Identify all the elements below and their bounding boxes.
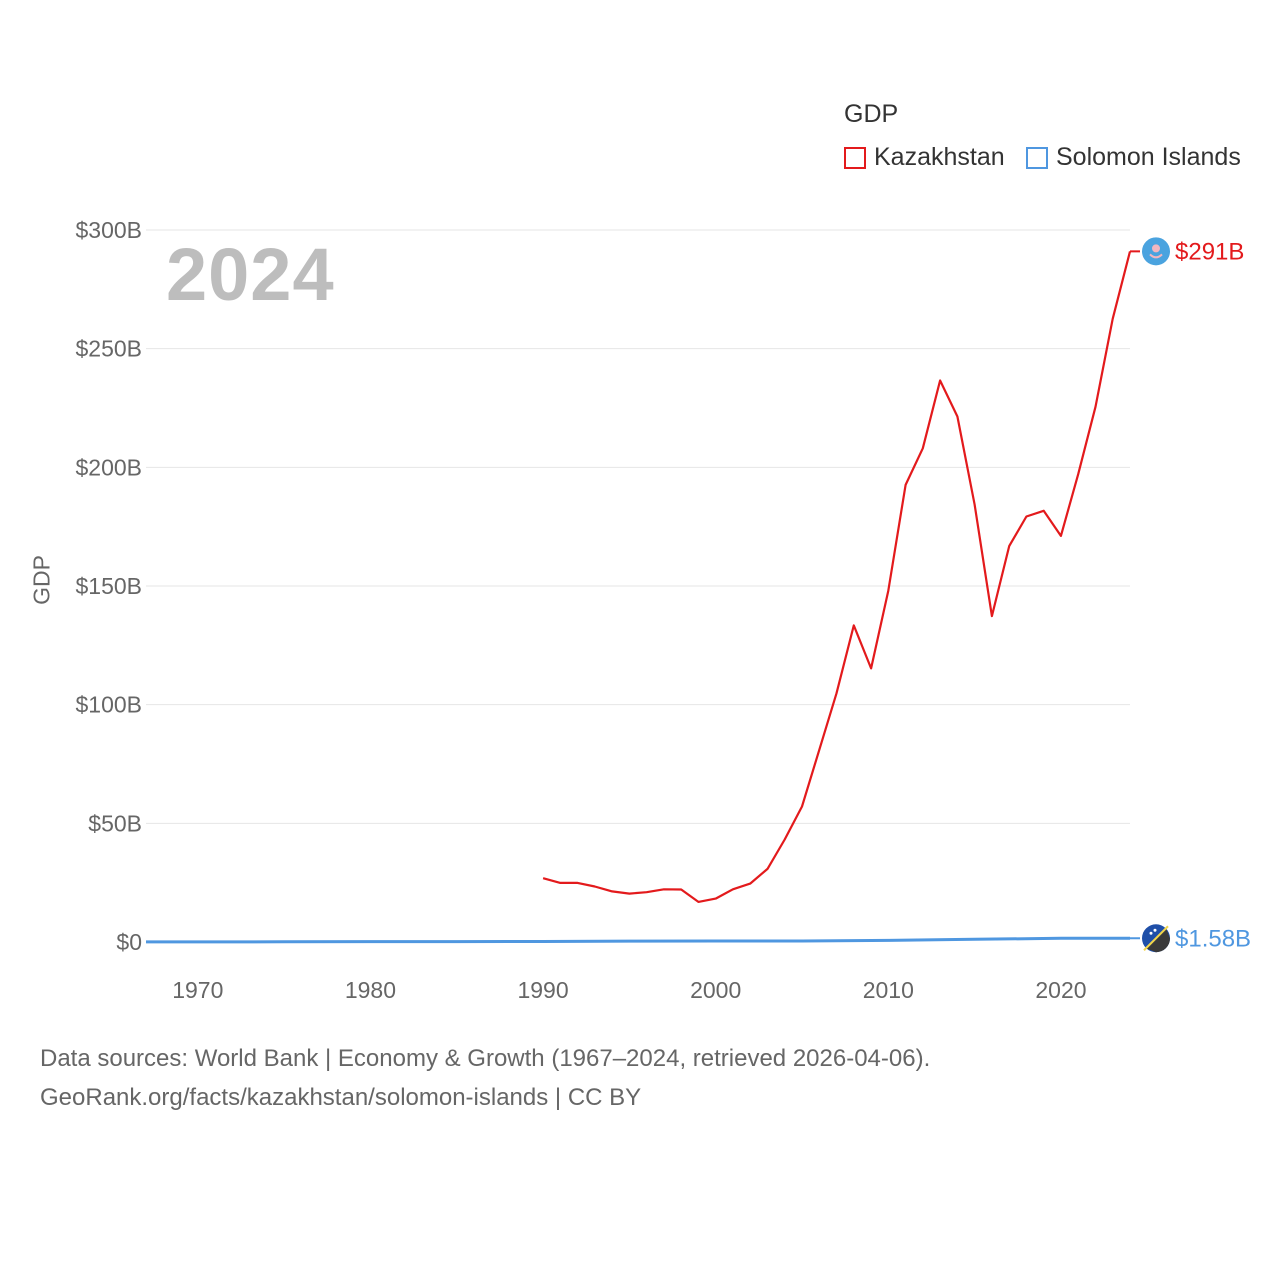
y-tick-label: $100B (75, 692, 142, 718)
y-axis-label: GDP (28, 555, 55, 605)
x-tick-label: 2010 (863, 977, 914, 1003)
source-line-1: Data sources: World Bank | Economy & Gro… (40, 1045, 931, 1072)
flag-diagonal-icon (1146, 928, 1170, 953)
legend-label-kazakhstan: Kazakhstan (874, 143, 1005, 171)
x-tick-label: 1990 (517, 977, 568, 1003)
flag-star-icon (1153, 928, 1157, 932)
x-tick-label: 1970 (172, 977, 223, 1003)
y-tick-label: $50B (88, 810, 142, 836)
flag-eagle-icon (1149, 253, 1163, 259)
x-tick-label: 1980 (345, 977, 396, 1003)
y-tick-label: $150B (75, 573, 142, 599)
legend-item-kazakhstan[interactable]: Kazakhstan (844, 143, 1005, 172)
y-axis-ticks: $0 $50B $100B $150B $200B $250B $300B (75, 217, 142, 955)
y-tick-label: $200B (75, 454, 142, 480)
legend-swatch-solomon-islands (1026, 146, 1048, 169)
source-line-2[interactable]: GeoRank.org/facts/kazakhstan/solomon-isl… (40, 1084, 642, 1111)
flag-stripe-icon (1143, 925, 1169, 951)
flag-sun-icon (1152, 244, 1160, 253)
x-axis-ticks: 1970 1980 1990 2000 2010 2020 (172, 977, 1086, 1003)
gridlines (146, 229, 1130, 824)
series-line-kazakhstan (542, 251, 1132, 904)
legend-swatch-kazakhstan (844, 146, 866, 169)
legend-title: GDP (844, 100, 899, 128)
flag-star-icon (1149, 931, 1153, 935)
series-line-solomon-islands (146, 936, 1130, 944)
legend-label-solomon-islands: Solomon Islands (1056, 143, 1241, 171)
legend-item-solomon-islands[interactable]: Solomon Islands (1026, 143, 1241, 172)
series-lines (146, 251, 1132, 944)
x-tick-label: 2020 (1035, 977, 1086, 1003)
y-tick-label: $250B (75, 336, 142, 362)
y-tick-label: $0 (116, 929, 142, 955)
end-markers: $291B $1.58B (1130, 237, 1251, 953)
end-value-label-solomon-islands: $1.58B (1175, 925, 1251, 952)
end-value-label-kazakhstan: $291B (1175, 238, 1244, 265)
y-tick-label: $300B (75, 217, 142, 243)
year-watermark: 2024 (166, 233, 335, 316)
x-tick-label: 2000 (690, 977, 741, 1003)
